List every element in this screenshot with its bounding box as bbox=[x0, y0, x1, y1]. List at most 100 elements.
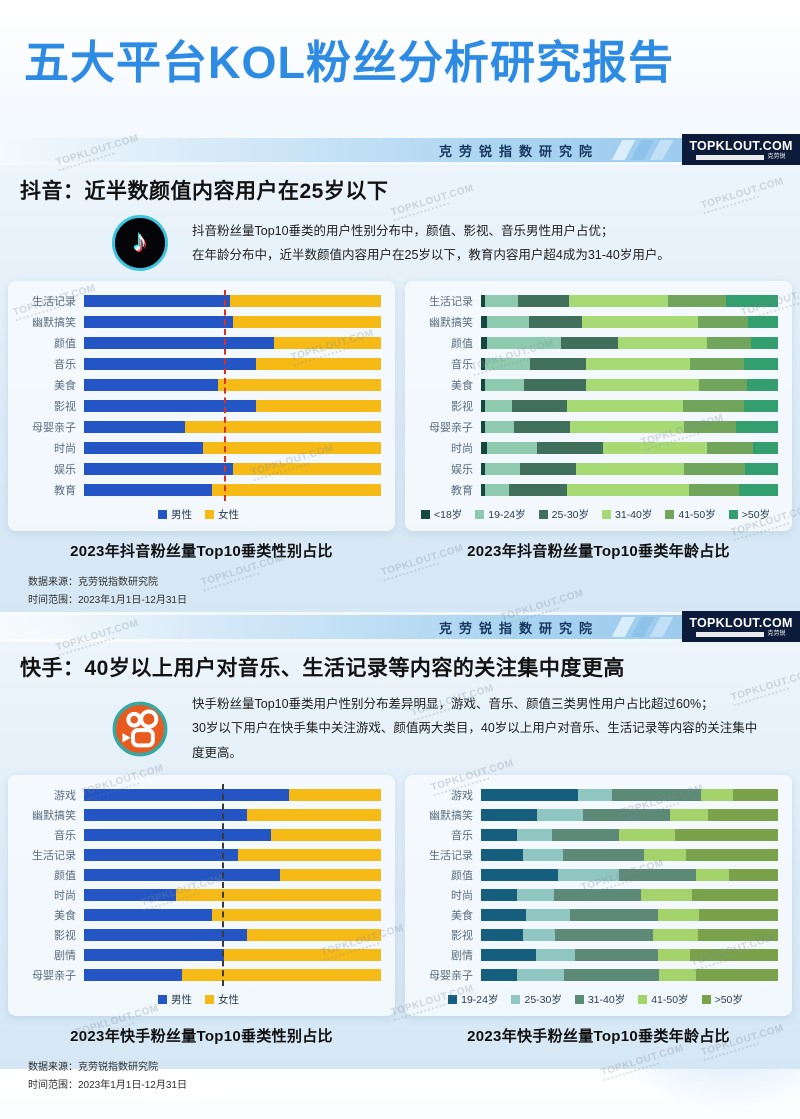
bar-track bbox=[84, 484, 381, 496]
bar-segment-19-24岁 bbox=[481, 909, 526, 922]
bar-segment-19-24岁 bbox=[485, 484, 510, 496]
douyin-source-note: 数据来源：克劳锐指数研究院 时间范围：2023年1月1日-12月31日 bbox=[0, 561, 800, 615]
bar-segment-<18岁 bbox=[481, 358, 486, 370]
legend-item: >50岁 bbox=[728, 507, 770, 522]
bar-segment-19-24岁 bbox=[485, 463, 520, 475]
bar-track bbox=[481, 400, 778, 412]
bar-segment-25-30岁 bbox=[516, 889, 554, 902]
bar-segment->50岁 bbox=[739, 484, 778, 496]
bar-row: 母婴亲子 bbox=[413, 969, 778, 982]
page-title: 五大平台KOL粉丝分析研究报告 bbox=[24, 37, 674, 88]
bar-segment-女性 bbox=[274, 337, 381, 349]
category-label: 母婴亲子 bbox=[32, 970, 76, 983]
bar-segment-25-30岁 bbox=[509, 484, 568, 496]
legend-label: <18岁 bbox=[433, 509, 463, 521]
category-label: 影视 bbox=[54, 930, 76, 943]
chart-legend: 19-24岁 25-30岁 31-40岁 41-50岁 >50岁 bbox=[413, 992, 778, 1007]
bar-segment-31-40岁 bbox=[617, 337, 707, 349]
category-label: 母婴亲子 bbox=[429, 422, 473, 434]
bar-segment-19-24岁 bbox=[481, 829, 517, 842]
legend-label: 25-30岁 bbox=[551, 509, 589, 521]
bar-segment-女性 bbox=[182, 969, 381, 982]
source-line: 数据来源：克劳锐指数研究院 bbox=[28, 577, 158, 588]
bar-row: 时尚 bbox=[16, 889, 381, 902]
bar-segment->50岁 bbox=[743, 400, 778, 412]
bar-segment-<18岁 bbox=[481, 337, 487, 349]
legend-item: <18岁 bbox=[420, 507, 463, 522]
bar-row: 娱乐 bbox=[413, 463, 778, 476]
bar-track bbox=[481, 316, 778, 328]
bar-row: 游戏 bbox=[413, 789, 778, 803]
logo-text: TOPKLOUT.COM bbox=[689, 138, 793, 153]
bar-segment-41-50岁 bbox=[688, 484, 740, 496]
bar-track bbox=[481, 929, 778, 942]
bar-segment->50岁 bbox=[745, 463, 778, 475]
legend-item: 女性 bbox=[205, 992, 239, 1007]
bar-track bbox=[481, 909, 778, 922]
bar-row: 颜值 bbox=[413, 869, 778, 883]
bar-row: 美食 bbox=[16, 379, 381, 392]
bar-segment-女性 bbox=[223, 949, 381, 962]
category-label: 生活记录 bbox=[32, 296, 76, 308]
kuaishou-icon bbox=[112, 701, 168, 757]
bar-row: 生活记录 bbox=[16, 295, 381, 308]
bar-segment->50岁 bbox=[752, 442, 778, 454]
bar-segment->50岁 bbox=[691, 889, 778, 902]
bar-row: 生活记录 bbox=[413, 295, 778, 308]
bar-segment-19-24岁 bbox=[486, 337, 562, 349]
bar-segment-41-50岁 bbox=[669, 809, 709, 822]
kuaishou-section-heading: 快手：40岁以上用户对音乐、生活记录等内容的关注集中度更高 bbox=[20, 657, 625, 680]
legend-label: 女性 bbox=[218, 994, 239, 1007]
bar-segment->50岁 bbox=[690, 949, 778, 962]
category-label: 颜值 bbox=[451, 870, 473, 883]
bar-segment-男性 bbox=[84, 442, 203, 454]
category-label: 音乐 bbox=[54, 359, 76, 371]
bar-segment-41-50岁 bbox=[641, 889, 692, 902]
bar-track bbox=[84, 869, 381, 882]
bar-segment-女性 bbox=[232, 316, 381, 328]
chart-legend: <18岁 19-24岁 25-30岁 31-40岁 41-50岁 >50岁 bbox=[413, 507, 778, 522]
bar-segment-31-40岁 bbox=[562, 849, 645, 862]
bar-row: 幽默搞笑 bbox=[16, 316, 381, 329]
kuaishou-intro: 快手粉丝量Top10垂类用户性别分布差异明显，游戏、音乐、颜值三类男性用户占比超… bbox=[0, 684, 800, 771]
bar-segment-男性 bbox=[84, 337, 275, 349]
bar-segment-31-40岁 bbox=[586, 379, 700, 391]
legend-swatch-icon bbox=[728, 510, 738, 519]
bar-segment-女性 bbox=[256, 358, 381, 370]
bar-track bbox=[84, 421, 381, 433]
bar-segment-男性 bbox=[84, 869, 281, 882]
douyin-charts-row: 生活记录 幽默搞笑 颜值 音乐 美食 影视 母婴亲子 时尚 娱乐 教育 男性 女性 生活记录 幽默搞笑… bbox=[0, 277, 800, 531]
chart-legend: 男性 女性 bbox=[16, 992, 381, 1007]
legend-label: 男性 bbox=[171, 509, 192, 521]
category-label: 剧情 bbox=[54, 950, 76, 963]
bar-segment-19-24岁 bbox=[481, 969, 517, 982]
bar-segment-<18岁 bbox=[481, 463, 486, 475]
bar-row: 音乐 bbox=[16, 358, 381, 371]
legend-item: 25-30岁 bbox=[511, 992, 562, 1007]
bar-row: 幽默搞笑 bbox=[413, 316, 778, 329]
bar-segment-男性 bbox=[84, 463, 233, 475]
bar-track bbox=[84, 442, 381, 454]
bar-track bbox=[84, 829, 381, 842]
bar-segment-男性 bbox=[84, 849, 239, 862]
bar-segment-<18岁 bbox=[481, 442, 487, 454]
bar-track bbox=[84, 889, 381, 902]
bar-track bbox=[481, 337, 778, 349]
bar-track bbox=[84, 949, 381, 962]
legend-item: 19-24岁 bbox=[448, 992, 498, 1007]
bar-segment-男性 bbox=[84, 829, 272, 842]
bar-segment-男性 bbox=[84, 789, 289, 802]
bar-track bbox=[84, 316, 381, 328]
bar-segment->50岁 bbox=[746, 379, 778, 391]
bar-track bbox=[84, 463, 381, 475]
bar-row: 美食 bbox=[413, 909, 778, 922]
category-label: 幽默搞笑 bbox=[32, 810, 76, 823]
reference-line bbox=[222, 784, 225, 987]
bar-segment-<18岁 bbox=[481, 295, 486, 307]
legend-label: >50岁 bbox=[714, 994, 743, 1007]
bar-segment-31-40岁 bbox=[581, 316, 698, 328]
bar-segment->50岁 bbox=[728, 869, 778, 882]
category-label: 游戏 bbox=[451, 790, 473, 803]
kuaishou-gender-chart-title: 2023年快手粉丝量Top10垂类性别占比 bbox=[70, 1028, 333, 1046]
bar-segment-19-24岁 bbox=[481, 889, 517, 902]
